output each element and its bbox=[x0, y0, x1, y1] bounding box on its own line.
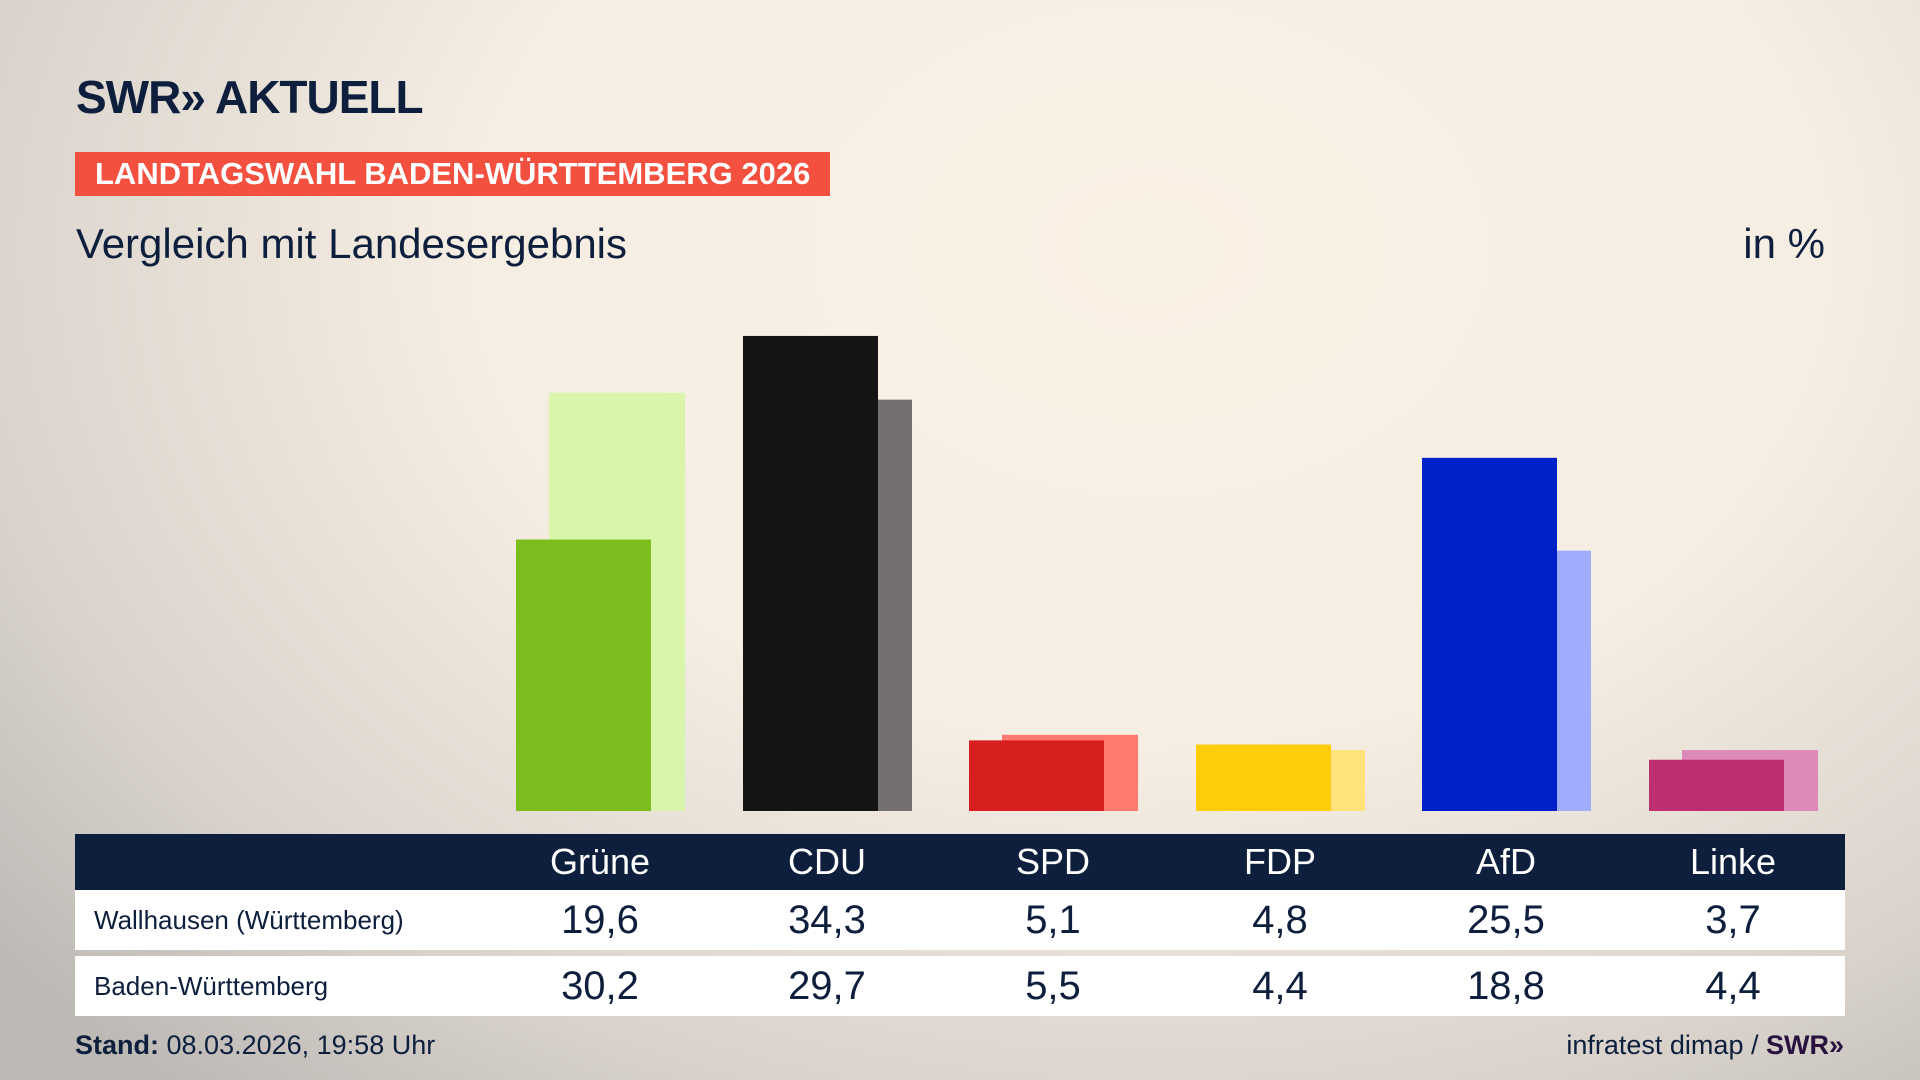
stand-label: Stand: bbox=[75, 1030, 159, 1060]
value-cell: 34,3 bbox=[788, 898, 866, 942]
value-cell: 29,7 bbox=[788, 964, 866, 1008]
local-bar-spd bbox=[969, 740, 1104, 811]
value-cell: 25,5 bbox=[1467, 898, 1545, 942]
table-header: Grüne CDU SPD FDP AfD Linke bbox=[75, 834, 1845, 890]
column-header: CDU bbox=[788, 841, 866, 882]
source-text: infratest dimap / bbox=[1566, 1030, 1759, 1060]
source: infratest dimap / SWR» bbox=[1566, 1030, 1844, 1061]
value-cell: 4,8 bbox=[1252, 898, 1308, 942]
value-cell: 4,4 bbox=[1252, 964, 1308, 1008]
row-label: Wallhausen (Württemberg) bbox=[94, 905, 404, 935]
page-title: Vergleich mit Landesergebnis bbox=[76, 220, 628, 267]
results-table: Grüne CDU SPD FDP AfD Linke Wallhausen (Württ… bbox=[75, 834, 1845, 1016]
swr-logo: SWR» bbox=[1765, 1030, 1844, 1060]
value-cell: 4,4 bbox=[1705, 964, 1761, 1008]
column-header: FDP bbox=[1244, 841, 1316, 882]
timestamp: Stand: 08.03.2026, 19:58 Uhr bbox=[75, 1030, 435, 1061]
local-bar-grüne bbox=[516, 539, 651, 811]
stand-value: 08.03.2026, 19:58 Uhr bbox=[166, 1030, 436, 1060]
row-label: Baden-Württemberg bbox=[94, 971, 329, 1001]
swr-aktuell-logo: SWR» AKTUELL bbox=[76, 71, 424, 123]
column-header: AfD bbox=[1475, 841, 1536, 882]
election-banner: LANDTAGSWAHL BADEN-WÜRTTEMBERG 2026 bbox=[75, 152, 831, 196]
value-cell: 18,8 bbox=[1467, 964, 1545, 1008]
value-cell: 30,2 bbox=[561, 964, 639, 1008]
value-cell: 5,5 bbox=[1025, 964, 1081, 1008]
local-bar-cdu bbox=[743, 335, 878, 811]
value-cell: 5,1 bbox=[1025, 898, 1081, 942]
value-cell: 19,6 bbox=[561, 898, 639, 942]
column-header: Linke bbox=[1689, 841, 1777, 882]
table-row: Wallhausen (Württemberg) 19,6 34,3 5,1 4,8 2… bbox=[75, 890, 1845, 950]
table-row: Baden-Württemberg 30,2 29,7 5,5 4,4 18,8 4,4 bbox=[75, 956, 1845, 1016]
bar-chart bbox=[516, 335, 1818, 811]
column-header: Grüne bbox=[549, 841, 651, 882]
local-bar-fdp bbox=[1196, 744, 1331, 811]
unit-label: in % bbox=[1743, 220, 1825, 267]
local-bar-linke bbox=[1649, 759, 1784, 811]
value-cell: 3,7 bbox=[1705, 898, 1761, 942]
column-header: SPD bbox=[1015, 841, 1091, 882]
local-bar-afd bbox=[1422, 457, 1557, 811]
